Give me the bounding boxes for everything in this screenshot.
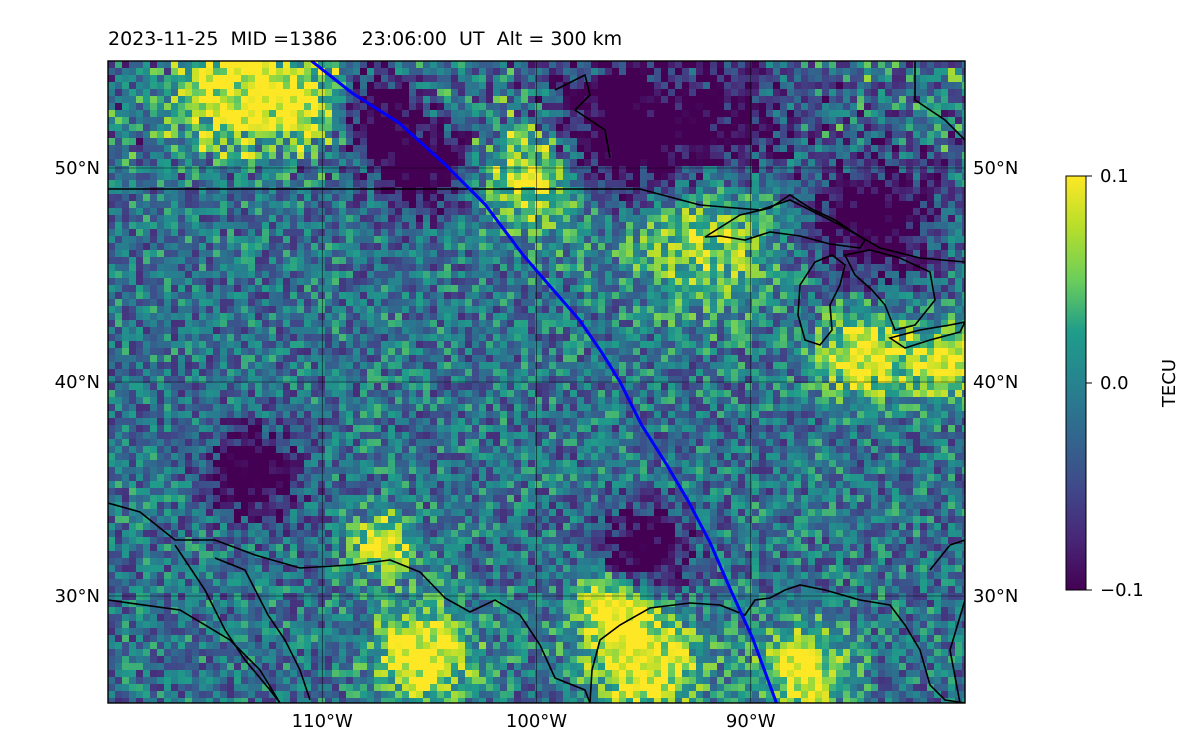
colorbar-tick-label: 0.1 [1100, 166, 1129, 187]
gridlines [108, 61, 965, 703]
northern-coast [554, 73, 611, 159]
lon-label: 100°W [506, 711, 567, 732]
latitude-labels: 30°N 30°N 40°N 40°N 50°N 50°N [55, 158, 1019, 607]
satellite-track [310, 61, 778, 703]
lon-label: 110°W [292, 711, 353, 732]
west-coast [108, 599, 281, 703]
baja-peninsula [214, 557, 311, 701]
lat-label-right: 50°N [973, 158, 1018, 179]
lat-label-left: 50°N [55, 158, 100, 179]
coastlines [108, 61, 965, 703]
mexico-border [108, 502, 591, 703]
florida-coast [929, 539, 965, 703]
tec-heatmap [108, 61, 965, 703]
us-canada-border [108, 188, 965, 263]
colorbar: 0.1 0.0 −0.1 TECU [1065, 166, 1180, 601]
map-frame [107, 60, 966, 704]
lat-label-left: 40°N [55, 372, 100, 393]
lat-label-right: 40°N [973, 372, 1018, 393]
colorbar-gradient [1065, 175, 1087, 591]
map-title: 2023-11-25 MID =1386 23:06:00 UT Alt = 3… [108, 28, 623, 50]
lake-superior [704, 194, 867, 249]
colorbar-label: TECU [1159, 359, 1180, 408]
lat-label-right: 30°N [973, 586, 1018, 607]
lake-erie [888, 321, 965, 349]
lon-label: 90°W [726, 711, 776, 732]
northeast-coast [914, 61, 965, 141]
gulf-coast [589, 584, 965, 703]
lat-label-left: 30°N [55, 586, 100, 607]
colorbar-tick-label: 0.0 [1100, 373, 1129, 394]
colorbar-ticks: 0.1 0.0 −0.1 [1086, 166, 1144, 601]
longitude-labels: 110°W 100°W 90°W [292, 711, 776, 732]
colorbar-tick-label: −0.1 [1100, 580, 1144, 601]
lake-huron [843, 249, 936, 331]
lake-michigan [797, 254, 846, 346]
